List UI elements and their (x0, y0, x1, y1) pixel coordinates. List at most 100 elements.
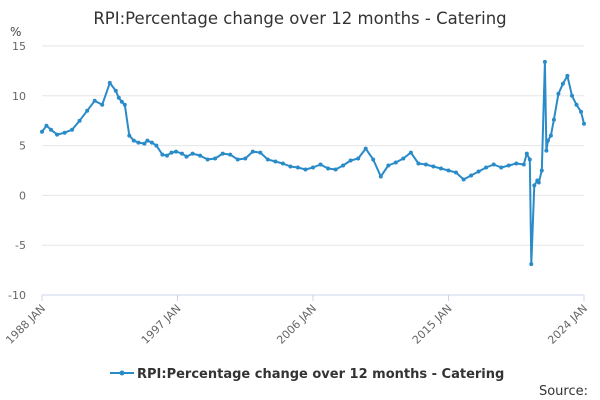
data-point[interactable] (180, 151, 184, 156)
data-point[interactable] (545, 138, 550, 143)
data-point[interactable] (527, 157, 532, 162)
data-point[interactable] (44, 123, 49, 128)
data-point[interactable] (461, 177, 466, 182)
data-point[interactable] (145, 138, 150, 143)
data-point[interactable] (288, 164, 293, 169)
data-point[interactable] (70, 127, 75, 132)
data-point[interactable] (265, 157, 270, 162)
data-point[interactable] (131, 138, 136, 143)
data-point[interactable] (92, 98, 97, 103)
data-point[interactable] (303, 167, 308, 172)
data-point[interactable] (548, 133, 553, 138)
data-point[interactable] (119, 99, 124, 104)
data-point[interactable] (514, 161, 519, 166)
data-point[interactable] (228, 152, 233, 157)
data-point[interactable] (524, 151, 529, 156)
data-point[interactable] (333, 167, 338, 172)
data-point[interactable] (521, 162, 526, 167)
data-point[interactable] (258, 150, 263, 155)
data-point[interactable] (469, 173, 474, 178)
data-point[interactable] (446, 168, 451, 173)
data-point[interactable] (122, 102, 127, 107)
data-point[interactable] (491, 162, 496, 167)
legend[interactable]: RPI:Percentage change over 12 months - C… (110, 367, 504, 382)
data-point[interactable] (190, 151, 195, 156)
data-point[interactable] (544, 148, 549, 153)
data-point[interactable] (295, 165, 300, 170)
data-point[interactable] (570, 93, 574, 98)
data-point[interactable] (423, 162, 428, 167)
x-tick-label: 2024 JAN (545, 302, 590, 347)
data-point[interactable] (100, 102, 105, 107)
data-point[interactable] (579, 109, 583, 114)
data-point[interactable] (107, 80, 112, 85)
data-point[interactable] (142, 141, 147, 146)
data-point[interactable] (439, 166, 443, 171)
data-point[interactable] (326, 166, 331, 171)
data-point[interactable] (499, 165, 504, 170)
data-point[interactable] (220, 151, 225, 156)
data-point[interactable] (408, 150, 413, 155)
data-point[interactable] (116, 95, 121, 100)
data-point[interactable] (77, 118, 82, 123)
x-tick-label: 1988 JAN (3, 302, 48, 347)
data-point[interactable] (184, 154, 189, 159)
data-point[interactable] (476, 169, 481, 174)
data-point[interactable] (551, 117, 556, 122)
data-point[interactable] (506, 163, 511, 168)
data-point[interactable] (539, 168, 544, 173)
data-point[interactable] (165, 153, 169, 158)
data-point[interactable] (341, 163, 346, 168)
data-point[interactable] (85, 108, 90, 113)
data-point[interactable] (348, 158, 353, 163)
data-point[interactable] (127, 133, 132, 138)
data-point[interactable] (582, 121, 586, 126)
data-point[interactable] (40, 129, 44, 134)
data-point[interactable] (311, 165, 315, 170)
data-point[interactable] (205, 157, 210, 162)
data-point[interactable] (386, 163, 391, 168)
data-point[interactable] (454, 170, 458, 175)
data-point[interactable] (49, 127, 53, 132)
data-point[interactable] (536, 180, 541, 185)
chart-title: RPI:Percentage change over 12 months - C… (93, 9, 506, 28)
gridlines (42, 45, 584, 296)
data-point[interactable] (154, 143, 159, 148)
data-point[interactable] (401, 156, 406, 161)
data-point[interactable] (565, 73, 570, 78)
data-point[interactable] (250, 149, 255, 154)
data-series (40, 59, 586, 267)
y-tick-label: 0 (19, 189, 26, 202)
data-point[interactable] (371, 157, 376, 162)
data-point[interactable] (431, 164, 436, 169)
data-point[interactable] (243, 156, 248, 161)
data-point[interactable] (149, 140, 154, 145)
data-point[interactable] (542, 59, 547, 64)
data-point[interactable] (160, 152, 165, 157)
data-point[interactable] (574, 102, 579, 107)
data-point[interactable] (113, 88, 118, 93)
data-point[interactable] (393, 160, 398, 165)
data-point[interactable] (235, 157, 240, 162)
data-point[interactable] (136, 140, 141, 145)
data-point[interactable] (356, 156, 361, 161)
data-point[interactable] (62, 130, 67, 135)
data-point[interactable] (318, 162, 323, 167)
data-point[interactable] (560, 81, 565, 86)
data-point[interactable] (169, 150, 174, 155)
data-point[interactable] (416, 161, 421, 166)
y-tick-label: 10 (12, 90, 26, 103)
data-point[interactable] (198, 153, 203, 158)
data-point[interactable] (213, 156, 218, 161)
data-point[interactable] (529, 262, 534, 267)
data-point[interactable] (484, 165, 489, 170)
data-point[interactable] (280, 161, 285, 166)
data-point[interactable] (273, 159, 278, 164)
data-point[interactable] (55, 132, 60, 137)
data-point[interactable] (556, 91, 561, 96)
data-point[interactable] (378, 174, 383, 179)
data-point[interactable] (363, 146, 368, 151)
data-point[interactable] (174, 149, 178, 154)
data-point[interactable] (532, 183, 537, 188)
series-line (41, 60, 585, 266)
